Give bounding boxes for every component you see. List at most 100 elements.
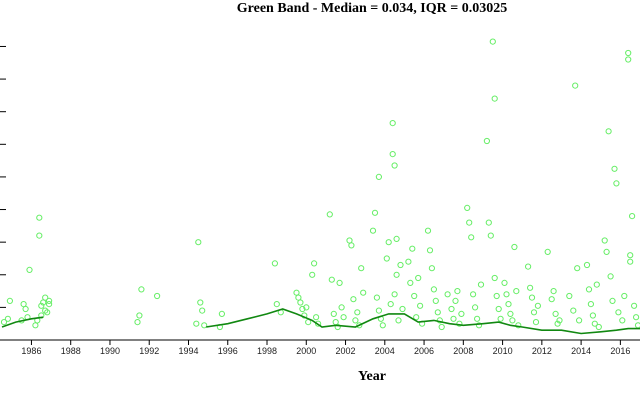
data-point-54 [348, 242, 355, 249]
data-point-146 [585, 286, 593, 293]
data-point-25 [195, 239, 202, 246]
data-point-60 [360, 289, 367, 296]
data-point-136 [550, 288, 557, 295]
data-point-123 [507, 310, 514, 317]
data-point-5 [22, 305, 29, 313]
data-point-126 [513, 288, 520, 295]
data-point-104 [466, 219, 473, 226]
data-point-59 [358, 265, 365, 272]
x-tick-label-2012: 2012 [532, 346, 552, 356]
data-point-93 [434, 309, 441, 316]
data-point-169 [634, 322, 640, 329]
x-axis-label: Year [358, 369, 386, 384]
data-point-13 [38, 302, 45, 309]
data-point-102 [458, 310, 465, 317]
data-point-131 [530, 309, 538, 316]
x-tick-label-1988: 1988 [61, 346, 81, 356]
data-point-77 [395, 317, 402, 324]
data-point-120 [501, 279, 508, 286]
data-point-41 [309, 271, 316, 278]
data-point-52 [340, 314, 347, 321]
data-point-133 [534, 302, 542, 309]
x-tick-label-2006: 2006 [414, 346, 434, 356]
data-point-103 [464, 204, 471, 211]
data-point-157 [611, 165, 618, 172]
data-point-44 [315, 320, 322, 327]
x-tick-label-2016: 2016 [610, 346, 630, 356]
data-point-128 [525, 263, 532, 270]
data-point-26 [197, 299, 204, 306]
data-point-119 [497, 315, 504, 322]
chart-title: Green Band - Median = 0.034, IQR = 0.030… [237, 1, 507, 16]
data-point-24 [193, 320, 200, 327]
data-point-108 [474, 315, 481, 322]
data-point-118 [495, 305, 502, 313]
data-point-142 [572, 82, 579, 89]
median-line-segment-1 [206, 308, 640, 335]
data-point-81 [407, 279, 414, 286]
data-point-75 [393, 235, 400, 242]
data-point-113 [487, 232, 494, 239]
data-point-18 [46, 297, 53, 304]
data-point-64 [375, 307, 382, 314]
data-point-68 [383, 255, 390, 262]
data-point-95 [438, 323, 445, 331]
data-point-112 [485, 219, 492, 226]
data-point-20 [134, 319, 141, 326]
data-point-7 [26, 266, 33, 273]
data-point-138 [554, 320, 561, 327]
data-point-84 [413, 314, 420, 321]
data-point-107 [472, 304, 479, 311]
data-point-92 [432, 297, 439, 304]
data-point-91 [430, 286, 437, 293]
data-point-147 [587, 301, 595, 308]
data-point-89 [426, 247, 434, 254]
data-point-100 [454, 288, 461, 295]
x-tick-label-2002: 2002 [336, 346, 356, 356]
data-point-70 [387, 301, 394, 308]
data-point-167 [631, 302, 638, 309]
data-point-101 [456, 320, 463, 327]
data-point-161 [621, 292, 628, 300]
x-tick-label-1994: 1994 [178, 346, 198, 356]
data-point-61 [369, 227, 377, 234]
data-point-117 [493, 292, 500, 300]
data-point-74 [391, 291, 398, 298]
data-point-36 [297, 299, 304, 306]
x-tick-label-2014: 2014 [571, 346, 591, 356]
data-point-98 [450, 315, 457, 322]
data-point-155 [607, 273, 614, 280]
data-point-72 [389, 151, 396, 158]
data-point-39 [303, 304, 310, 311]
data-point-132 [532, 319, 540, 326]
data-point-27 [199, 307, 206, 314]
data-point-28 [201, 322, 208, 329]
data-point-78 [397, 261, 404, 269]
data-point-71 [389, 120, 396, 127]
data-point-73 [391, 162, 398, 169]
data-point-17 [44, 309, 51, 316]
data-point-110 [477, 281, 485, 288]
data-point-154 [605, 128, 612, 135]
data-point-144 [576, 317, 583, 324]
x-tick-label-1998: 1998 [257, 346, 277, 356]
x-tick-label-2008: 2008 [453, 346, 473, 356]
data-point-96 [444, 291, 451, 298]
data-point-43 [313, 314, 320, 321]
data-point-32 [273, 301, 280, 308]
data-point-42 [311, 260, 318, 267]
data-point-31 [271, 260, 278, 267]
data-point-37 [299, 305, 306, 313]
data-point-83 [411, 292, 418, 300]
data-point-1 [4, 315, 11, 322]
data-point-58 [356, 322, 363, 329]
data-point-50 [336, 279, 343, 286]
data-point-67 [379, 322, 386, 329]
data-point-114 [489, 38, 496, 45]
data-point-2 [6, 297, 13, 304]
data-point-160 [619, 317, 626, 324]
x-tick-label-1990: 1990 [100, 346, 120, 356]
data-point-46 [328, 276, 335, 283]
data-point-97 [448, 305, 455, 313]
